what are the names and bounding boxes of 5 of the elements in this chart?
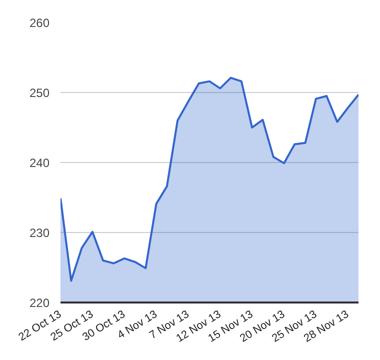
y-tick-label: 240 <box>29 156 50 170</box>
y-tick-label: 220 <box>29 296 50 310</box>
y-tick-label: 250 <box>29 86 50 100</box>
y-tick-label: 260 <box>29 16 50 30</box>
y-tick-label: 230 <box>29 226 50 240</box>
